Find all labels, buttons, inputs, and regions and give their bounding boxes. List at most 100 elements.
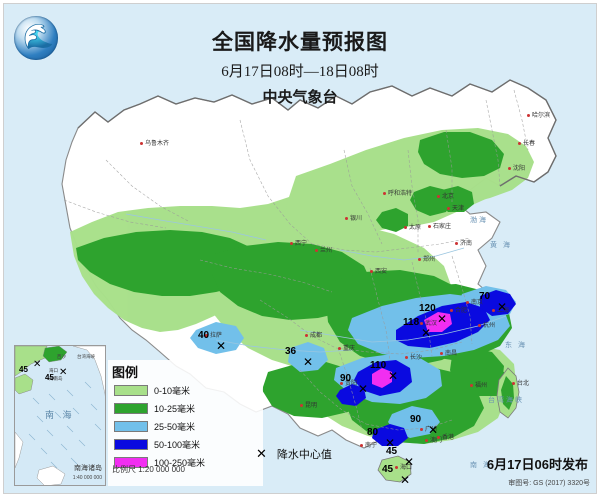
x-marker-icon: ✕: [497, 300, 508, 314]
city-label: 太原: [404, 222, 421, 231]
city-label: 南宁: [360, 440, 377, 449]
legend-label: 25-50毫米: [154, 421, 196, 432]
city-label: 合肥: [450, 305, 467, 314]
city-label: 长沙: [405, 352, 422, 361]
city-label: 拉萨: [205, 330, 222, 339]
city-label: 贵阳: [340, 378, 357, 387]
city-dot-icon: [420, 321, 423, 325]
inset-sea-label: 南 海: [45, 410, 75, 420]
city-label: 乌鲁木齐: [140, 138, 169, 147]
legend-swatch: [114, 402, 148, 414]
city-name: 济南: [460, 241, 473, 247]
legend-label: 100-250毫米: [154, 457, 206, 468]
city-name: 台北: [517, 381, 530, 387]
precip-center-value: 45: [382, 464, 394, 475]
city-dot-icon: [518, 141, 521, 145]
city-name: 银川: [350, 216, 363, 222]
city-label: 南昌: [440, 348, 457, 357]
city-dot-icon: [512, 381, 515, 385]
city-dot-icon: [404, 225, 407, 229]
city-label: 杭州: [478, 320, 495, 329]
city-name: 北京: [442, 194, 455, 200]
x-marker-icon: ✕: [358, 382, 369, 396]
legend-swatch: [114, 384, 148, 396]
city-dot-icon: [370, 269, 373, 273]
city-dot-icon: [290, 241, 293, 245]
legend-swatch: [114, 438, 148, 450]
city-name: 南京: [471, 300, 484, 306]
city-dot-icon: [338, 346, 341, 350]
city-name: 香港: [442, 435, 455, 441]
precip-center-value: 118: [403, 317, 420, 328]
taiwan-inner-green: [501, 376, 514, 410]
x-marker-icon: ✕: [216, 339, 227, 353]
svg-text:海南岛: 海南岛: [49, 375, 63, 382]
south-china-sea-inset: 西沙 台湾海峡 海口 海南岛 南 海 南海诸岛 1:40 000 000 ✕ 45…: [14, 345, 106, 486]
legend-swatch: [114, 420, 148, 432]
precip-center-value: 90: [340, 373, 352, 384]
city-dot-icon: [470, 383, 473, 387]
city-label: 西安: [370, 266, 387, 275]
inset-precip-center-value: 45: [19, 365, 28, 374]
city-label: 哈尔滨: [527, 110, 550, 119]
city-dot-icon: [345, 216, 348, 220]
city-name: 呼和浩特: [388, 191, 413, 197]
legend-label: 0-10毫米: [154, 385, 191, 396]
city-label: 兰州: [315, 245, 332, 254]
city-label: 广州: [420, 424, 437, 433]
city-label: 上海: [492, 305, 509, 314]
precip-center-key: ✕ 降水中心值: [256, 446, 332, 462]
city-dot-icon: [405, 355, 408, 359]
x-marker-icon: ✕: [385, 436, 396, 450]
city-dot-icon: [205, 333, 208, 337]
city-dot-icon: [527, 113, 530, 117]
city-dot-icon: [478, 323, 481, 327]
city-dot-icon: [395, 465, 398, 469]
city-dot-icon: [425, 438, 428, 442]
legend-title: 图例: [112, 365, 139, 380]
city-name: 长春: [523, 141, 536, 147]
precip-center-value: 36: [285, 346, 297, 357]
province-boundaries: [63, 89, 529, 431]
x-marker-icon: ✕: [404, 455, 415, 469]
legend-item: 50-100毫米: [114, 436, 205, 452]
x-marker-icon: ✕: [256, 446, 267, 461]
approval-number: 审图号: GS (2017) 3320号: [508, 480, 590, 487]
city-dot-icon: [437, 194, 440, 198]
city-dot-icon: [455, 241, 458, 245]
hainan-island: [377, 455, 412, 483]
legend-label: 50-100毫米: [154, 439, 201, 450]
city-label: 武汉: [420, 318, 437, 327]
city-name: 拉萨: [210, 333, 223, 339]
precip-center-value: 110: [370, 360, 387, 371]
city-label: 沈阳: [508, 163, 525, 172]
city-dot-icon: [437, 435, 440, 439]
sea-label: 东 海: [505, 342, 527, 349]
city-label: 西宁: [290, 238, 307, 247]
city-dot-icon: [466, 300, 469, 304]
legend-panel: 图例 0-10毫米 10-25毫米 25-50毫米 50-100毫米 100-250毫米…: [108, 360, 332, 486]
city-dot-icon: [418, 257, 421, 261]
city-name: 上海: [497, 308, 510, 314]
city-dot-icon: [360, 443, 363, 447]
publish-time: 6月17日06时发布: [486, 457, 588, 472]
city-dot-icon: [420, 427, 423, 431]
city-name: 成都: [310, 333, 323, 339]
city-label: 天津: [447, 203, 464, 212]
legend-item: 100-250毫米: [114, 454, 205, 470]
city-name: 杭州: [483, 323, 496, 329]
legend-item: 25-50毫米: [114, 418, 205, 434]
x-marker-icon: ✕: [59, 367, 68, 378]
city-name: 武汉: [425, 321, 438, 327]
legend-swatch: [114, 456, 148, 468]
precip-center-value: 120: [419, 303, 436, 314]
city-label: 昆明: [300, 400, 317, 409]
city-label: 成都: [305, 330, 322, 339]
city-name: 南昌: [445, 351, 458, 357]
city-dot-icon: [340, 381, 343, 385]
city-name: 贵阳: [345, 381, 358, 387]
x-marker-icon: ✕: [400, 473, 411, 487]
precip-center-value: 70: [479, 291, 491, 302]
